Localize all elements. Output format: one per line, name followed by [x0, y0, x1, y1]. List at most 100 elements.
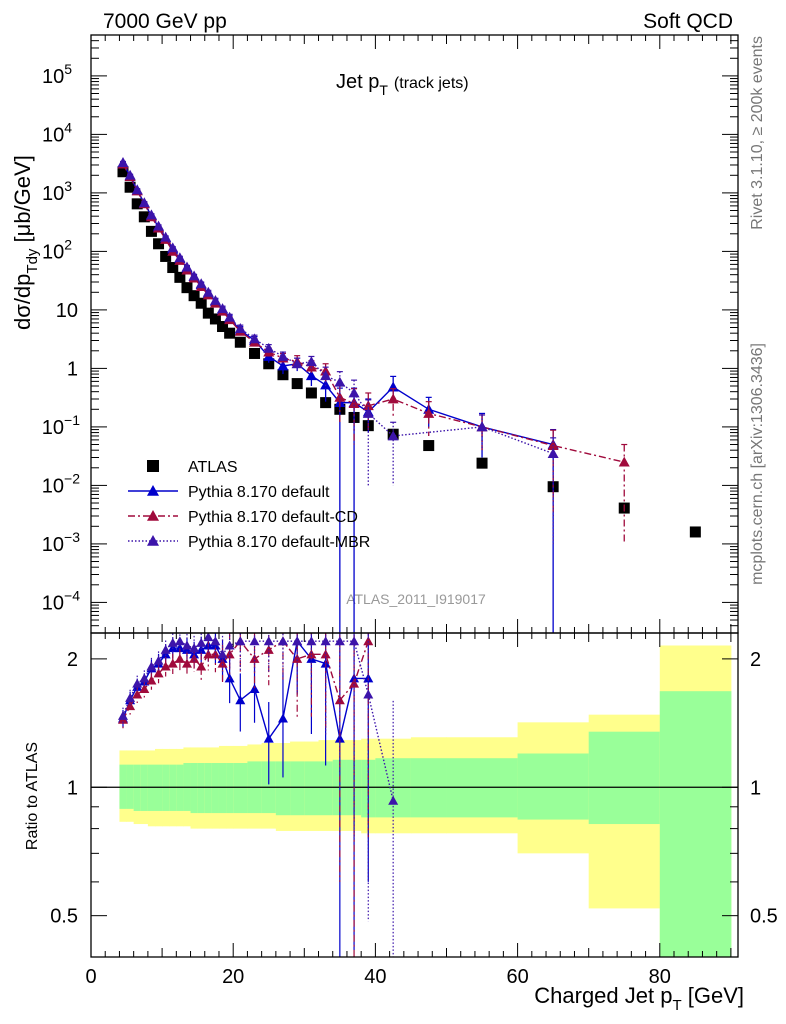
data-point-atlas: [234, 336, 246, 348]
ratio-marker: [334, 695, 345, 705]
marker-3: [224, 311, 236, 322]
data-point-atlas: [320, 397, 332, 409]
band-inner-bin: [290, 761, 305, 816]
marker-3: [202, 286, 214, 297]
ratio-marker: [132, 678, 143, 688]
data-point-atlas: [217, 321, 229, 333]
ratio-marker: [320, 636, 331, 646]
ratio-axis-label: Ratio to ATLAS: [24, 742, 41, 850]
marker-3: [181, 261, 193, 272]
y-axis-label-prefix: dσ/dp: [10, 274, 35, 330]
data-point-atlas: [277, 369, 289, 381]
band-inner-bin: [204, 763, 213, 814]
ratio-marker: [249, 653, 260, 663]
main-series: [117, 157, 701, 633]
band-inner-bin: [588, 731, 661, 825]
ratio-marker: [167, 658, 178, 668]
plot-title-main: Jet p: [336, 71, 379, 93]
ratio-marker: [363, 689, 374, 699]
ratio-marker: [292, 653, 303, 663]
marker-3: [195, 278, 207, 289]
y-axis-label-suffix: [μb/GeV]: [10, 155, 35, 248]
ratio-marker: [139, 683, 150, 693]
legend-marker: [147, 510, 159, 521]
y-tick-mantissa: 10: [42, 183, 64, 205]
marker-3: [209, 294, 221, 305]
ratio-marker: [235, 695, 246, 705]
ratio-marker: [292, 636, 303, 646]
y-tick-exponent: 3: [64, 178, 72, 194]
plot-title-sub: T: [379, 82, 388, 98]
x-tick-label: 20: [222, 966, 244, 988]
data-point-atlas: [167, 262, 179, 274]
y-tick-mantissa: 10: [42, 124, 64, 146]
y-tick-label: 105: [42, 61, 72, 88]
marker-3: [291, 358, 303, 369]
ratio-marker: [217, 649, 228, 659]
marker-2: [423, 407, 435, 418]
ratio-marker: [349, 678, 360, 688]
marker-3: [153, 220, 165, 231]
marker-3: [234, 323, 246, 333]
ratio-marker: [125, 701, 136, 711]
marker-2: [618, 456, 630, 467]
marker-2: [305, 361, 317, 372]
ratio-marker: [263, 733, 274, 743]
y-tick-label: 10: [56, 300, 78, 322]
y-tick-mantissa: 10: [42, 534, 64, 556]
x-tick-label: 60: [506, 966, 528, 988]
ratio-marker: [306, 636, 317, 646]
marker-1: [305, 370, 317, 381]
ratio-marker: [203, 649, 214, 659]
ratio-marker: [306, 649, 317, 659]
marker-3: [387, 430, 399, 441]
plot-title: Jet pT (track jets): [336, 71, 469, 98]
ratio-marker: [189, 653, 200, 663]
y-tick-label: 102: [42, 236, 72, 263]
legend-marker-atlas: [147, 460, 159, 472]
marker-3: [145, 209, 157, 220]
ratio-marker: [249, 683, 260, 693]
y-tick-mantissa: 10: [42, 475, 64, 497]
y-tick-mantissa: 10: [42, 241, 64, 263]
y-tick-exponent: −1: [64, 412, 80, 428]
marker-3: [277, 350, 289, 361]
ratio-marker: [235, 636, 246, 646]
data-point-atlas: [153, 238, 165, 250]
data-point-atlas: [188, 290, 200, 302]
ratio-frame: [90, 632, 739, 958]
y-tick-exponent: −2: [64, 470, 80, 486]
marker-3: [348, 387, 360, 398]
marker-2: [362, 400, 374, 411]
analysis-watermark: ATLAS_2011_I919017: [346, 591, 486, 607]
ratio-tick-label-left: 0.5: [50, 906, 78, 928]
y-tick-mantissa: 10: [42, 592, 64, 614]
band-inner-bin: [190, 763, 199, 814]
ratio-marker: [388, 795, 399, 805]
ratio-marker: [174, 636, 185, 646]
ratio-tick-label-left: 2: [67, 649, 78, 671]
ratio-marker: [196, 661, 207, 671]
legend-label: Pythia 8.170 default: [188, 484, 330, 501]
data-point-atlas: [224, 327, 236, 339]
data-point-atlas: [202, 307, 214, 319]
data-point-atlas: [291, 378, 303, 390]
marker-1: [277, 360, 289, 371]
ratio-marker: [174, 653, 185, 663]
ratio-tick-label-right: 1: [750, 777, 761, 799]
ratio-marker: [167, 637, 178, 647]
y-tick-label: 10−3: [42, 529, 80, 556]
ratio-marker: [189, 643, 200, 653]
ratio-marker: [249, 636, 260, 646]
legend-label: Pythia 8.170 default-CD: [188, 509, 358, 526]
legend-marker: [147, 485, 159, 496]
ratio-marker: [160, 661, 171, 671]
ratio-marker: [363, 673, 374, 683]
band-inner-bin: [218, 763, 227, 814]
data-point-atlas: [181, 282, 193, 294]
y-tick-label: 1: [67, 358, 78, 380]
x-tick-label: 80: [649, 966, 671, 988]
marker-3: [249, 333, 261, 344]
ratio-marker: [349, 636, 360, 646]
